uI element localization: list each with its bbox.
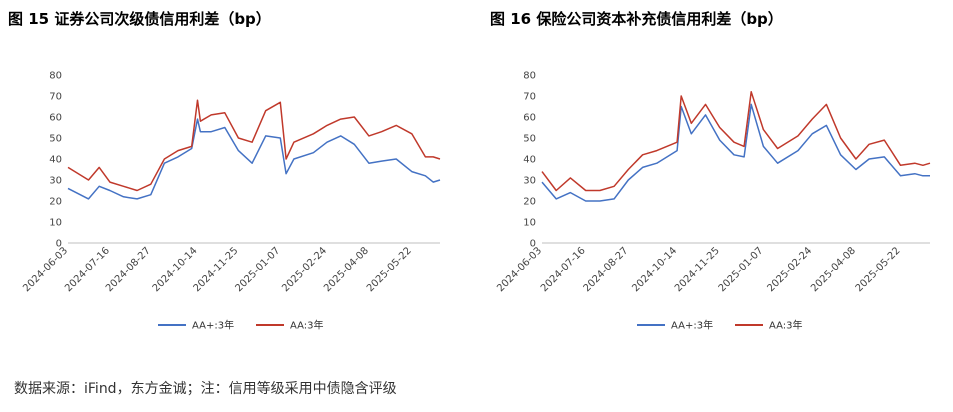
chart-securities-subordinated-spread: 010203040506070802024-06-032024-07-16202… — [21, 71, 441, 332]
y-tick-label: 40 — [49, 155, 62, 166]
series-line-aa — [541, 91, 931, 192]
series-line-aa-plus — [67, 118, 441, 200]
y-tick-label: 30 — [49, 176, 62, 187]
y-tick-label: 0 — [56, 239, 62, 250]
series-line-aa — [67, 99, 441, 192]
y-tick-label: 60 — [523, 113, 536, 124]
figure-15-title: 图 15 证券公司次级债信用利差（bp） — [8, 10, 271, 28]
y-tick-label: 80 — [523, 71, 536, 82]
x-tick-label: 2024-11-25 — [673, 245, 722, 294]
y-tick-label: 10 — [523, 218, 536, 229]
y-tick-label: 20 — [523, 197, 536, 208]
y-tick-label: 70 — [523, 92, 536, 103]
y-tick-label: 0 — [530, 239, 536, 250]
series-line-aa-plus — [541, 103, 930, 202]
y-tick-label: 80 — [49, 71, 62, 82]
x-tick-label: 2024-06-03 — [495, 245, 544, 294]
data-source-note: 数据来源：iFind，东方金诚；注：信用等级采用中债隐含评级 — [14, 381, 397, 397]
y-tick-label: 50 — [523, 134, 536, 145]
y-tick-label: 60 — [49, 113, 62, 124]
y-tick-label: 10 — [49, 218, 62, 229]
legend-label: AA:3年 — [290, 319, 324, 332]
x-tick-label: 2025-05-22 — [365, 245, 414, 294]
y-tick-label: 50 — [49, 134, 62, 145]
y-tick-label: 40 — [523, 155, 536, 166]
x-tick-label: 2025-04-08 — [322, 245, 371, 294]
legend-label: AA+:3年 — [192, 319, 234, 332]
legend-label: AA+:3年 — [671, 319, 713, 332]
x-tick-label: 2024-08-27 — [582, 245, 631, 294]
figure-16-title: 图 16 保险公司资本补充债信用利差（bp） — [490, 10, 783, 28]
x-tick-label: 2025-02-24 — [765, 245, 814, 294]
y-tick-label: 20 — [49, 197, 62, 208]
y-tick-label: 30 — [523, 176, 536, 187]
x-tick-label: 2024-10-14 — [630, 245, 679, 294]
x-tick-label: 2025-04-08 — [809, 245, 858, 294]
legend-label: AA:3年 — [769, 319, 803, 332]
x-tick-label: 2025-01-07 — [234, 245, 283, 294]
chart-insurance-capital-bond-spread: 010203040506070802024-06-032024-07-16202… — [495, 71, 931, 332]
y-tick-label: 70 — [49, 92, 62, 103]
x-tick-label: 2024-07-16 — [539, 245, 588, 294]
x-tick-label: 2025-01-07 — [717, 245, 766, 294]
x-tick-label: 2025-05-22 — [854, 245, 903, 294]
